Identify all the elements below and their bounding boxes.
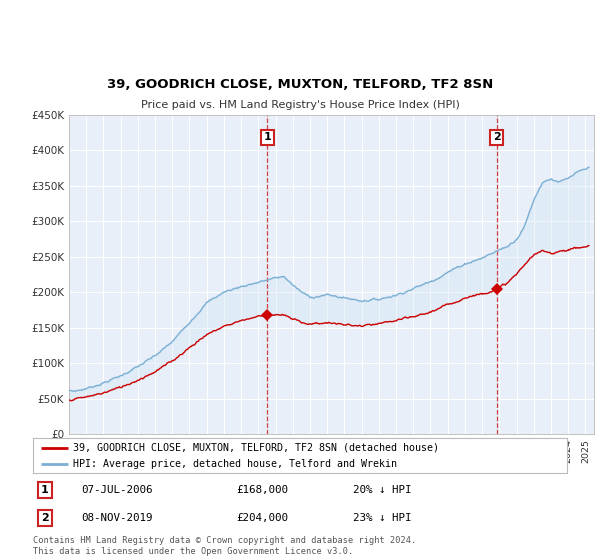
Text: 39, GOODRICH CLOSE, MUXTON, TELFORD, TF2 8SN: 39, GOODRICH CLOSE, MUXTON, TELFORD, TF2… xyxy=(107,78,493,91)
Text: 1: 1 xyxy=(263,133,271,142)
Text: £168,000: £168,000 xyxy=(236,485,288,494)
Text: 07-JUL-2006: 07-JUL-2006 xyxy=(81,485,152,494)
Text: 20% ↓ HPI: 20% ↓ HPI xyxy=(353,485,412,494)
Text: 39, GOODRICH CLOSE, MUXTON, TELFORD, TF2 8SN (detached house): 39, GOODRICH CLOSE, MUXTON, TELFORD, TF2… xyxy=(73,443,439,453)
Text: 23% ↓ HPI: 23% ↓ HPI xyxy=(353,514,412,523)
Text: 1: 1 xyxy=(41,485,49,494)
Text: 08-NOV-2019: 08-NOV-2019 xyxy=(81,514,152,523)
Text: Price paid vs. HM Land Registry's House Price Index (HPI): Price paid vs. HM Land Registry's House … xyxy=(140,100,460,110)
Text: 2: 2 xyxy=(493,133,500,142)
Text: £204,000: £204,000 xyxy=(236,514,288,523)
Text: 2: 2 xyxy=(41,514,49,523)
Text: HPI: Average price, detached house, Telford and Wrekin: HPI: Average price, detached house, Telf… xyxy=(73,459,397,469)
Text: Contains HM Land Registry data © Crown copyright and database right 2024.
This d: Contains HM Land Registry data © Crown c… xyxy=(33,536,416,556)
